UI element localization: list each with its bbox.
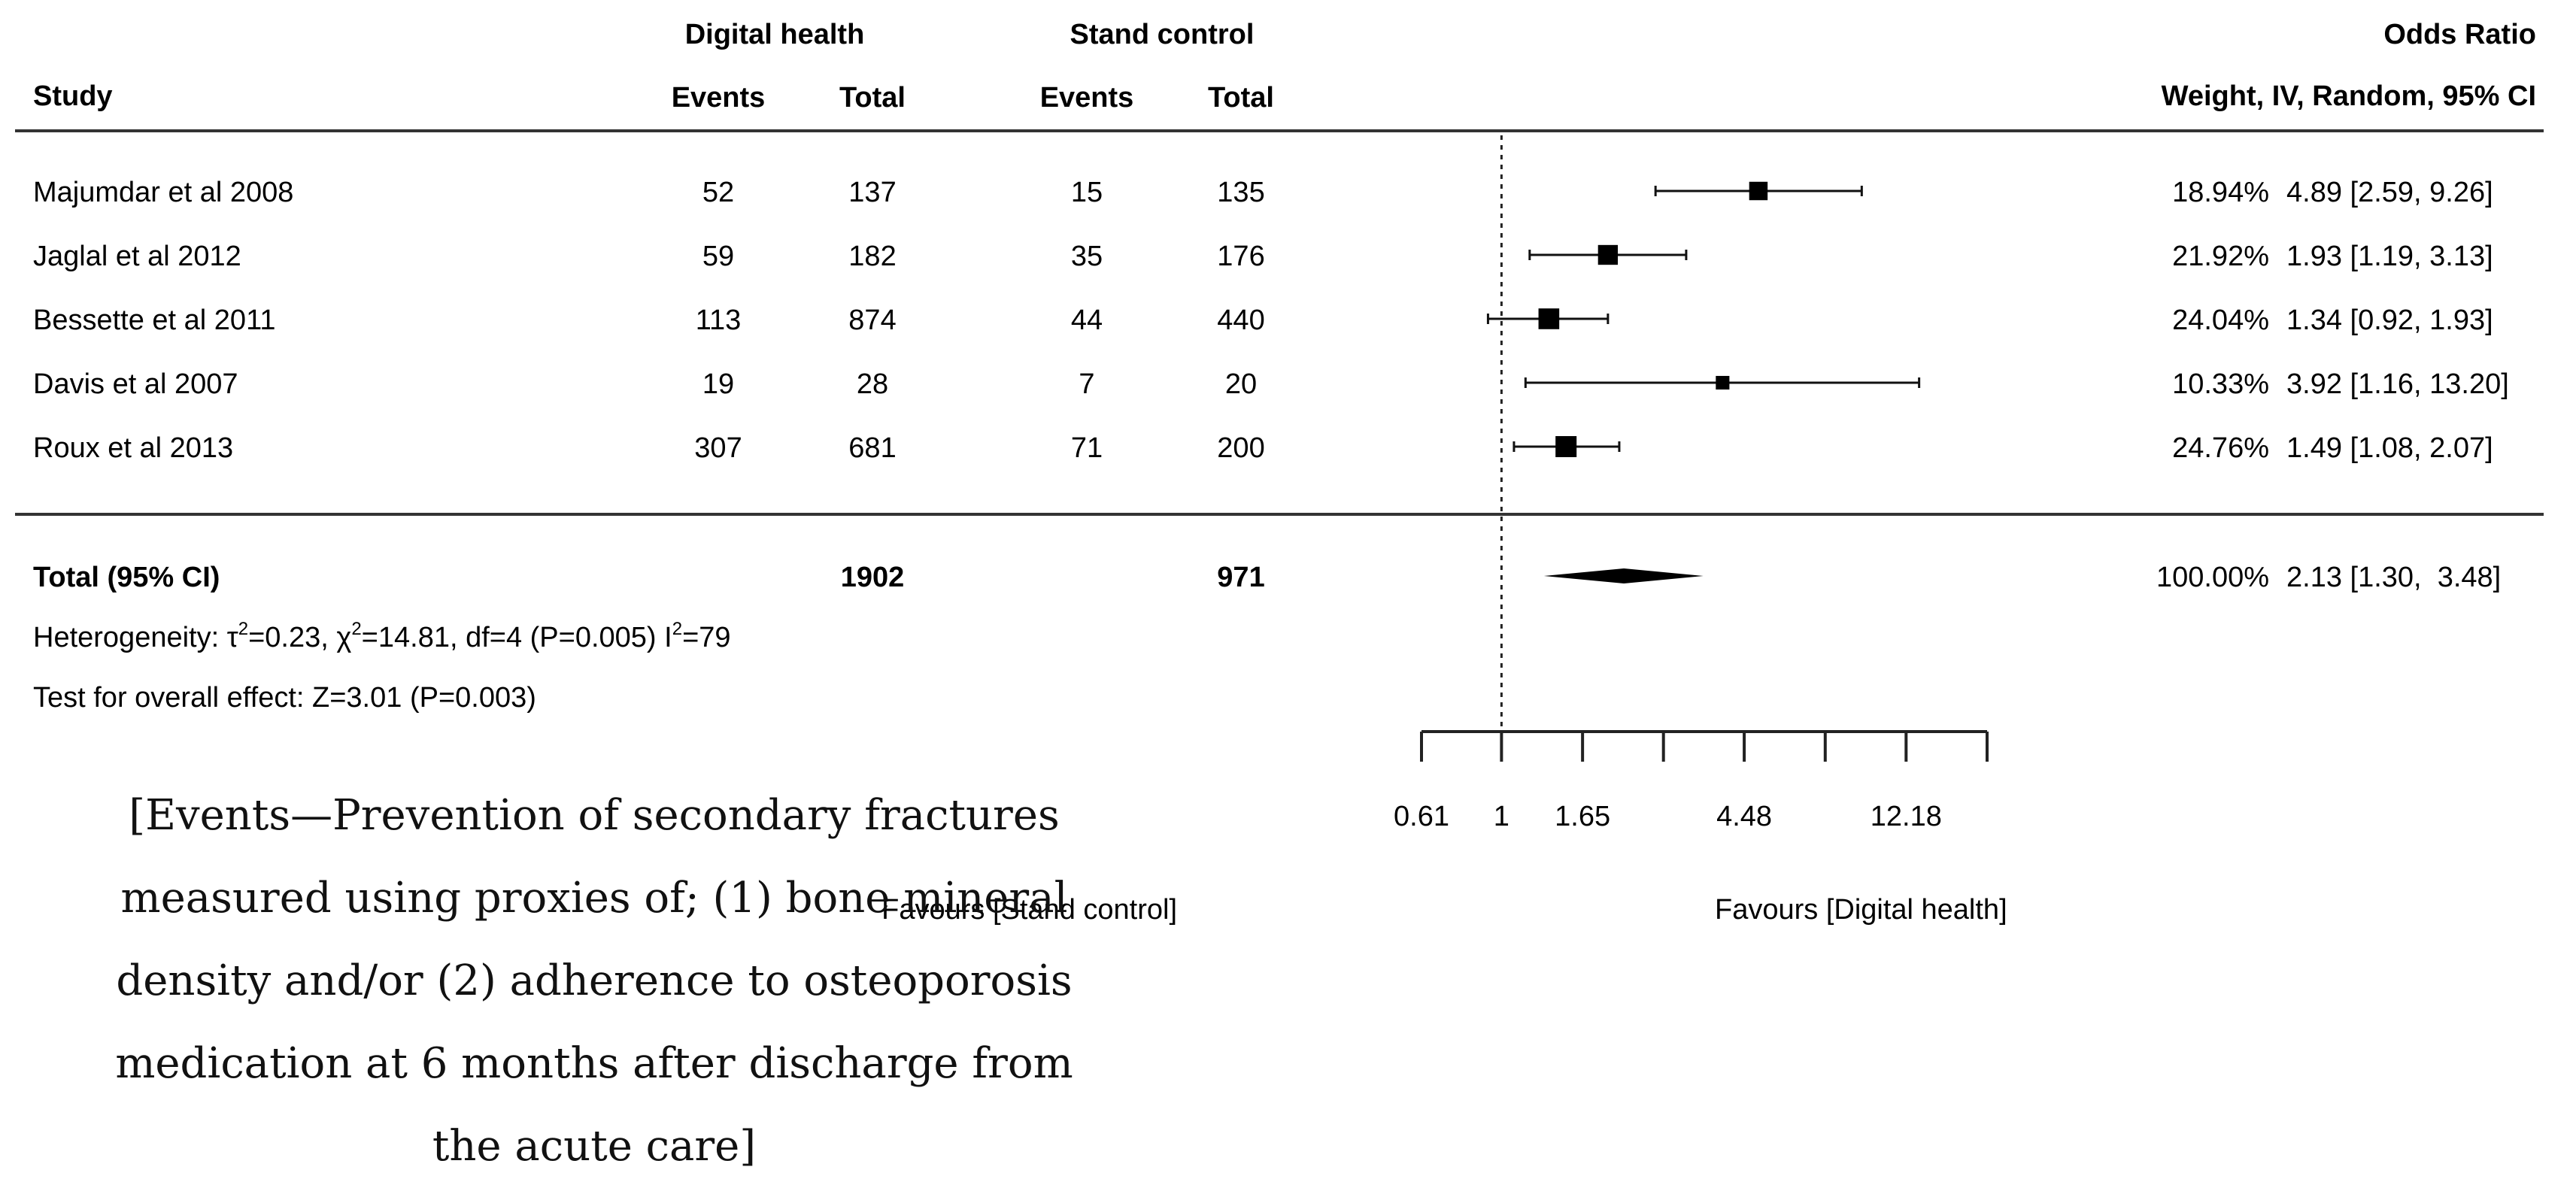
favours-left-label: Favours [Stand control] <box>881 894 1177 926</box>
effect-square <box>1538 308 1560 329</box>
group2-header: Stand control <box>1070 19 1255 50</box>
events1-cell: 113 <box>696 305 742 336</box>
x-tick-label: 0.61 <box>1394 801 1449 832</box>
total2-header: Total <box>1208 82 1274 114</box>
effect-square <box>1555 436 1577 457</box>
ci-cell: 4.89 [2.59, 9.26] <box>2286 177 2493 208</box>
weight-cell: 18.94% <box>2172 177 2269 208</box>
events2-header: Events <box>1040 82 1134 114</box>
events1-cell: 59 <box>702 241 734 272</box>
caption-line: medication at 6 months after discharge f… <box>115 1039 1073 1088</box>
or-method: Weight, IV, Random, 95% CI <box>2162 80 2536 112</box>
group1-header: Digital health <box>685 19 865 50</box>
ci-cell: 3.92 [1.16, 13.20] <box>2286 368 2509 400</box>
events2-cell: 35 <box>1071 241 1103 272</box>
pooled-diamond <box>1543 568 1704 583</box>
events1-cell: 19 <box>702 368 734 400</box>
ci-cell: 1.93 [1.19, 3.13] <box>2286 241 2493 272</box>
x-tick-label: 4.48 <box>1716 801 1772 832</box>
weight-cell: 10.33% <box>2172 368 2269 400</box>
x-tick-label: 1.65 <box>1555 801 1610 832</box>
effect-square <box>1597 244 1619 265</box>
total-n2: 971 <box>1217 562 1264 593</box>
total2-cell: 20 <box>1225 368 1257 400</box>
total2-cell: 176 <box>1217 241 1264 272</box>
effect-square <box>1716 375 1730 390</box>
events1-cell: 52 <box>702 177 734 208</box>
caption-line: the acute care] <box>432 1122 757 1171</box>
heterogeneity-stats: Heterogeneity: τ2=0.23, χ2=14.81, df=4 (… <box>33 619 731 653</box>
total-ci: 2.13 [1.30, 3.48] <box>2286 562 2501 593</box>
events1-cell: 307 <box>694 432 742 464</box>
total1-cell: 28 <box>857 368 888 400</box>
total-weight: 100.00% <box>2156 562 2269 593</box>
total1-cell: 182 <box>848 241 896 272</box>
figure-caption: [Events—Prevention of secondary fracture… <box>113 774 1076 1188</box>
total2-cell: 440 <box>1217 305 1264 336</box>
favours-right-label: Favours [Digital health] <box>1715 894 2007 926</box>
effect-square <box>1749 181 1768 201</box>
events2-cell: 15 <box>1071 177 1103 208</box>
events2-cell: 7 <box>1079 368 1094 400</box>
ci-cell: 1.49 [1.08, 2.07] <box>2286 432 2493 464</box>
events1-header: Events <box>672 82 766 114</box>
study-name: Bessette et al 2011 <box>33 305 276 336</box>
study-rows: Majumdar et al 2008 52 137 15 135 18.94% 4.89 … <box>33 177 2509 464</box>
total-label: Total (95% CI) <box>33 562 220 593</box>
overall-effect-test: Test for overall effect: Z=3.01 (P=0.003… <box>33 682 536 714</box>
caption-line: [Events—Prevention of secondary fracture… <box>129 791 1060 840</box>
total1-header: Total <box>839 82 906 114</box>
events2-cell: 44 <box>1071 305 1103 336</box>
weight-cell: 24.76% <box>2172 432 2269 464</box>
study-name: Roux et al 2013 <box>33 432 233 464</box>
total1-cell: 137 <box>848 177 896 208</box>
study-header: Study <box>33 80 113 112</box>
total2-cell: 135 <box>1217 177 1264 208</box>
total2-cell: 200 <box>1217 432 1264 464</box>
total1-cell: 874 <box>848 305 896 336</box>
total-n1: 1902 <box>841 562 905 593</box>
study-name: Majumdar et al 2008 <box>33 177 293 208</box>
or-title: Odds Ratio <box>2383 19 2536 50</box>
weight-cell: 24.04% <box>2172 305 2269 336</box>
x-tick-label: 1 <box>1494 801 1509 832</box>
forest-plot-area: 0.61 1 1.65 4.48 12.18 <box>1394 135 1989 832</box>
total1-cell: 681 <box>848 432 896 464</box>
study-name: Davis et al 2007 <box>33 368 238 400</box>
x-tick-label: 12.18 <box>1871 801 1942 832</box>
events2-cell: 71 <box>1071 432 1103 464</box>
caption-line: density and/or (2) adherence to osteopor… <box>116 956 1073 1005</box>
ci-cell: 1.34 [0.92, 1.93] <box>2286 305 2493 336</box>
caption-line: measured using proxies of; (1) bone mine… <box>120 874 1068 923</box>
weight-cell: 21.92% <box>2172 241 2269 272</box>
study-name: Jaglal et al 2012 <box>33 241 241 272</box>
